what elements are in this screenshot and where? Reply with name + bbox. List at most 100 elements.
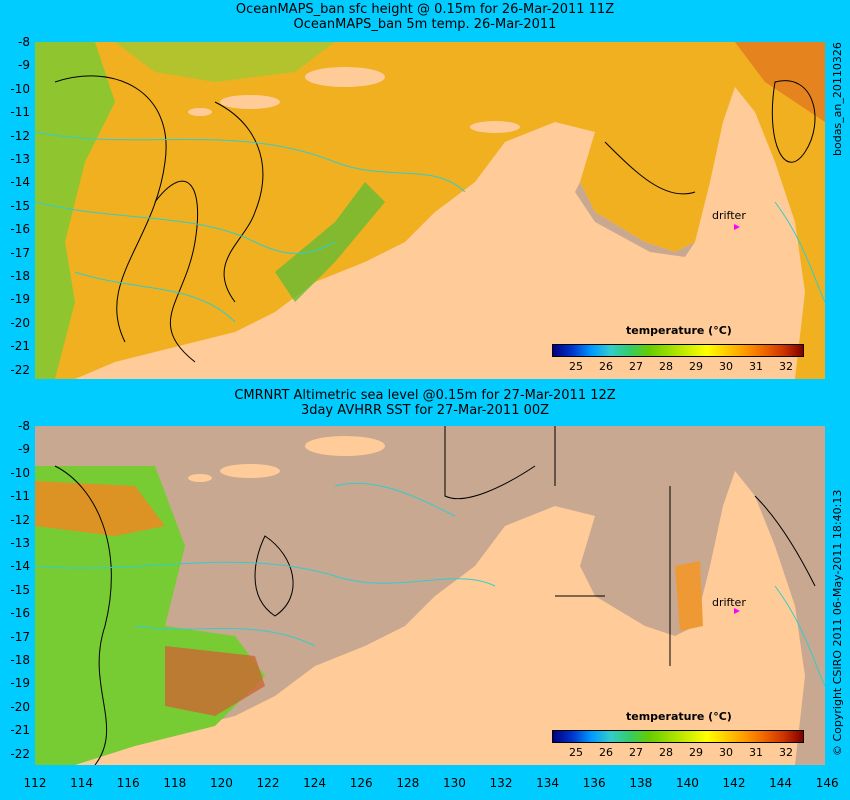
top-map-title-line2: OceanMAPS_ban 5m temp. 26-Mar-2011 bbox=[293, 17, 557, 32]
top-lat-label: -14 bbox=[10, 175, 30, 190]
bottom-lat-label: -22 bbox=[10, 746, 30, 761]
bottom-sst-patch-south bbox=[165, 646, 265, 716]
bottom-colorbar-tick: 32 bbox=[779, 746, 793, 759]
bottom-island-3 bbox=[188, 474, 212, 482]
top-lat-label: -18 bbox=[10, 269, 30, 283]
top-bathy-2 bbox=[35, 201, 336, 255]
lon-label: 112 bbox=[23, 776, 47, 790]
top-lat-label: -11 bbox=[10, 105, 30, 120]
bottom-lat-label: -8 bbox=[18, 419, 30, 433]
top-colorbar-tick: 27 bbox=[629, 360, 643, 373]
top-colorbar-tick: 25 bbox=[569, 360, 583, 373]
lon-label: 138 bbox=[629, 776, 653, 790]
bottom-island-2 bbox=[305, 436, 385, 456]
bottom-colorbar-tick: 27 bbox=[629, 746, 643, 759]
bottom-contour-1 bbox=[54, 465, 112, 765]
top-map-svg bbox=[35, 42, 825, 379]
top-sea-region bbox=[35, 42, 825, 379]
top-lat-label: -15 bbox=[10, 198, 30, 213]
bottom-lat-label: -11 bbox=[10, 489, 30, 504]
top-lat-label: -13 bbox=[10, 152, 30, 166]
top-shelf-strip bbox=[575, 182, 695, 257]
top-lat-label: -16 bbox=[10, 222, 30, 237]
bottom-map-title-line2: 3day AVHRR SST for 27-Mar-2011 00Z bbox=[300, 403, 550, 418]
bottom-bathy-4 bbox=[774, 585, 825, 687]
lon-label: 118 bbox=[163, 776, 187, 790]
bottom-lat-label: -16 bbox=[10, 606, 30, 621]
lon-label: 126 bbox=[349, 776, 373, 790]
bottom-colorbar-title: temperature (°C) bbox=[626, 710, 732, 723]
bottom-colorbar-gradient bbox=[552, 730, 804, 743]
top-lat-label: -9 bbox=[18, 58, 30, 73]
top-colorbar-tick: 32 bbox=[779, 360, 793, 373]
bottom-lat-label: -13 bbox=[10, 536, 30, 550]
lon-label: 128 bbox=[396, 776, 420, 790]
bottom-drifter-marker bbox=[734, 608, 740, 614]
bottom-sst-patch-warm bbox=[35, 481, 165, 536]
lon-label: 134 bbox=[536, 776, 560, 790]
top-lat-label: -19 bbox=[10, 292, 30, 307]
lon-label: 142 bbox=[722, 776, 746, 790]
lon-label: 114 bbox=[70, 776, 94, 790]
top-colorbar-title: temperature (°C) bbox=[626, 324, 732, 337]
lon-label: 140 bbox=[675, 776, 699, 790]
top-lat-label: -20 bbox=[10, 315, 30, 330]
bottom-colorbar-tick: 25 bbox=[569, 746, 583, 759]
bottom-lat-label: -21 bbox=[10, 723, 30, 738]
bottom-map-panel bbox=[35, 426, 825, 765]
bottom-lat-label: -14 bbox=[10, 559, 30, 574]
bottom-colorbar-tick: 30 bbox=[719, 746, 733, 759]
top-lat-label: -22 bbox=[10, 362, 30, 377]
top-contour-1 bbox=[54, 75, 167, 343]
bottom-contour-2 bbox=[254, 535, 294, 617]
lon-label: 146 bbox=[815, 776, 839, 790]
lon-label: 122 bbox=[256, 776, 280, 790]
bottom-lat-label: -19 bbox=[10, 676, 30, 691]
top-colorbar-tick: 26 bbox=[599, 360, 613, 373]
bottom-colorbar-tick: 31 bbox=[749, 746, 763, 759]
top-map-title-line1: OceanMAPS_ban sfc height @ 0.15m for 26-… bbox=[235, 2, 615, 17]
top-colorbar-tick: 28 bbox=[659, 360, 673, 373]
top-island-1 bbox=[220, 95, 280, 109]
top-drifter-label: drifter bbox=[712, 209, 746, 222]
bottom-bathy-1 bbox=[35, 561, 496, 587]
bottom-lat-label: -9 bbox=[18, 442, 30, 457]
lon-label: 132 bbox=[489, 776, 513, 790]
bottom-island-1 bbox=[220, 464, 280, 478]
bottom-lat-label: -12 bbox=[10, 512, 30, 527]
bottom-lat-label: -10 bbox=[10, 465, 30, 480]
top-island-3 bbox=[188, 108, 212, 116]
bottom-side-label: © Copyright CSIRO 2011 06-May-2011 18:40… bbox=[831, 489, 844, 756]
bottom-lat-label: -17 bbox=[10, 629, 30, 644]
top-bathy-3 bbox=[74, 271, 236, 323]
top-bathy-4 bbox=[774, 201, 825, 303]
top-colorbar-tick: 31 bbox=[749, 360, 763, 373]
top-contour-2 bbox=[154, 180, 199, 363]
bottom-sst-patch-gulf bbox=[675, 561, 703, 631]
lon-label: 120 bbox=[209, 776, 233, 790]
top-colorbar-tick: 29 bbox=[689, 360, 703, 373]
top-warm-patch-east bbox=[735, 42, 825, 122]
lon-label: 130 bbox=[442, 776, 466, 790]
top-lat-label: -8 bbox=[18, 35, 30, 49]
top-island-4 bbox=[470, 121, 520, 133]
bottom-map-svg bbox=[35, 426, 825, 765]
bottom-contour-5 bbox=[754, 495, 816, 587]
top-contour-5 bbox=[604, 141, 696, 195]
top-island-2 bbox=[305, 67, 385, 87]
lon-label: 136 bbox=[582, 776, 606, 790]
bottom-contour-4 bbox=[554, 426, 671, 666]
bottom-map-title-line1: CMRNRT Altimetric sea level @0.15m for 2… bbox=[234, 388, 616, 403]
top-map-panel bbox=[35, 42, 825, 379]
bottom-lat-label: -20 bbox=[10, 699, 30, 714]
lon-label: 144 bbox=[769, 776, 793, 790]
lon-label: 116 bbox=[116, 776, 140, 790]
top-contour-4 bbox=[771, 80, 816, 163]
bottom-contour-3 bbox=[444, 426, 536, 500]
lon-label: 124 bbox=[303, 776, 327, 790]
top-contour-3 bbox=[214, 101, 264, 303]
bottom-bathy-3 bbox=[334, 482, 456, 517]
top-lat-label: -17 bbox=[10, 245, 30, 260]
bottom-lat-label: -15 bbox=[10, 582, 30, 597]
top-bathy-1 bbox=[35, 131, 466, 193]
